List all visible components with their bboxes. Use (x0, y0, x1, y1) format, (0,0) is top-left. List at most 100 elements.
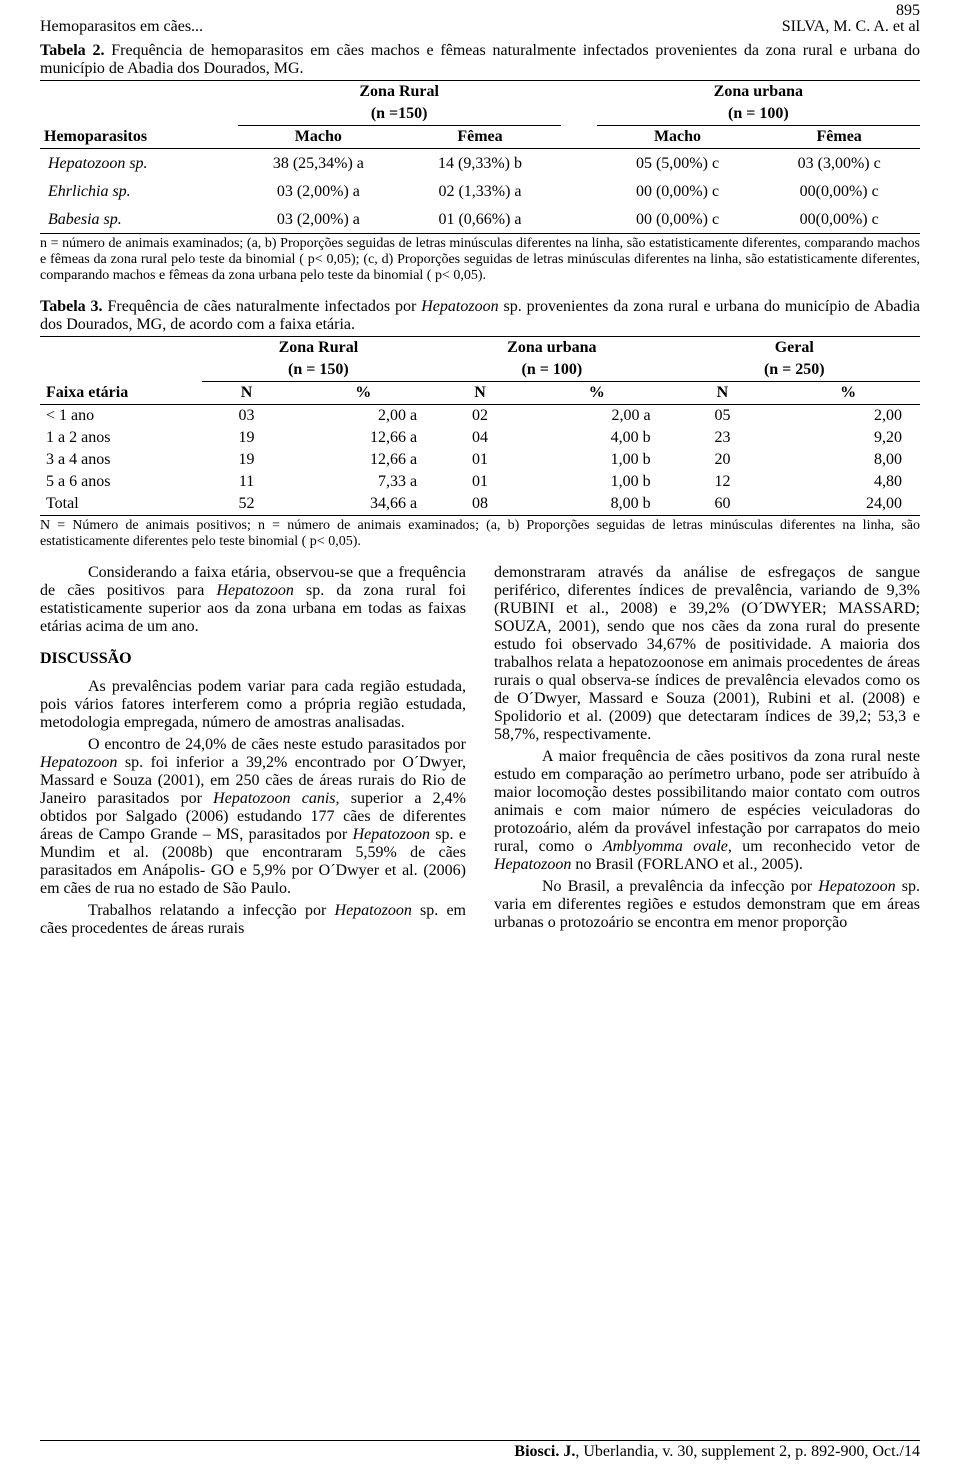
t3-head-rural: Zona Rural (202, 337, 435, 360)
t2-cell: 00 (0,00%) c (597, 203, 759, 234)
section-title: DISCUSSÃO (40, 650, 466, 668)
t3-age: Total (40, 493, 202, 516)
t3-head-urbana-n: (n = 100) (435, 359, 668, 382)
t3-cell: 04 (435, 427, 525, 449)
left-column: Considerando a faixa etária, observou-se… (40, 564, 466, 942)
t3-head-geral: Geral (669, 337, 920, 360)
t2-cell: 05 (5,00%) c (597, 149, 759, 176)
table-row: 5 a 6 anos 11 7,33 a 01 1,00 b 12 4,80 (40, 471, 920, 493)
t3-age: 3 a 4 anos (40, 449, 202, 471)
t2-cell: 02 (1,33%) a (399, 175, 561, 203)
t2-cell: 03 (2,00%) a (238, 203, 400, 234)
t3-cell: 7,33 a (291, 471, 435, 493)
left-p3-it3: Hepatozoon (353, 826, 430, 843)
t2-cell: 00(0,00%) c (758, 175, 920, 203)
left-p3-it1: Hepatozoon (40, 754, 117, 771)
right-p2-b: , um reconhecido vetor de (728, 838, 920, 855)
t3-cell: 01 (435, 449, 525, 471)
right-column: demonstraram através da análise de esfre… (494, 564, 920, 942)
t2-cell: 01 (0,66%) a (399, 203, 561, 234)
right-p2-it1: Amblyomma ovale (603, 838, 728, 855)
t2-cell: 00 (0,00%) c (597, 175, 759, 203)
table3-caption-ital: Hepatozoon (421, 298, 498, 315)
right-p2-it2: Hepatozoon (494, 856, 571, 873)
t3-cell: 1,00 b (525, 471, 669, 493)
table-row: 1 a 2 anos 19 12,66 a 04 4,00 b 23 9,20 (40, 427, 920, 449)
right-p3-a: No Brasil, a prevalência da infecção por (542, 878, 818, 895)
t2-cell: 38 (25,34%) a (238, 149, 400, 176)
t2-cell: 00(0,00%) c (758, 203, 920, 234)
t3-cell: 19 (202, 427, 292, 449)
running-left: Hemoparasitos em cães... (40, 18, 203, 36)
right-p1: demonstraram através da análise de esfre… (494, 564, 920, 744)
table2-caption: Tabela 2. Frequência de hemoparasitos em… (40, 42, 920, 78)
table2-label: Tabela 2. (40, 42, 104, 59)
footer-journal: Biosci. J. (514, 1443, 575, 1460)
page-number: 895 (896, 2, 920, 20)
t3-cell: 4,00 b (525, 427, 669, 449)
left-p1-ital: Hepatozoon (217, 582, 294, 599)
t3-cell: 8,00 b (525, 493, 669, 516)
right-p2: A maior frequência de cães positivos da … (494, 748, 920, 874)
left-p3-a: O encontro de 24,0% de cães neste estudo… (88, 736, 466, 753)
t3-cell: 02 (435, 405, 525, 428)
t2-sub-femea-1: Fêmea (399, 126, 561, 149)
t2-sub-femea-2: Fêmea (758, 126, 920, 149)
t2-head-urbana: Zona urbana (597, 81, 920, 104)
t3-head-urbana: Zona urbana (435, 337, 668, 360)
t3-cell: 11 (202, 471, 292, 493)
t3-cell: 19 (202, 449, 292, 471)
t3-cell: 12,66 a (291, 427, 435, 449)
right-p3-it1: Hepatozoon (818, 878, 895, 895)
t3-cell: 4,80 (776, 471, 920, 493)
t3-cell: 12,66 a (291, 449, 435, 471)
table2-footnote: n = número de animais examinados; (a, b)… (40, 236, 920, 284)
t3-age: 5 a 6 anos (40, 471, 202, 493)
t3-sub-p: % (525, 382, 669, 405)
left-p2: As prevalências podem variar para cada r… (40, 678, 466, 732)
t2-head-rural-n: (n =150) (238, 103, 561, 126)
t2-row-name: Ehrlichia sp. (40, 175, 238, 203)
table3-label: Tabela 3. (40, 298, 103, 315)
t3-sub-n: N (669, 382, 777, 405)
t3-cell: 2,00 a (291, 405, 435, 428)
left-p4-a: Trabalhos relatando a infecção por (88, 902, 335, 919)
running-head: Hemoparasitos em cães... SILVA, M. C. A.… (40, 18, 920, 36)
t3-cell: 9,20 (776, 427, 920, 449)
t3-cell: 08 (435, 493, 525, 516)
t3-cell: 2,00 a (525, 405, 669, 428)
t3-cell: 52 (202, 493, 292, 516)
right-p3: No Brasil, a prevalência da infecção por… (494, 878, 920, 932)
left-p3-it2: Hepatozoon canis, (213, 790, 339, 807)
t3-cell: 05 (669, 405, 777, 428)
t2-sub-macho-2: Macho (597, 126, 759, 149)
table3-footnote: N = Número de animais positivos; n = núm… (40, 518, 920, 550)
t2-row-name: Hepatozoon sp. (40, 149, 238, 176)
t3-cell: 24,00 (776, 493, 920, 516)
t2-head-urbana-n: (n = 100) (597, 103, 920, 126)
table-row: Total 52 34,66 a 08 8,00 b 60 24,00 (40, 493, 920, 516)
t3-cell: 1,00 b (525, 449, 669, 471)
t3-sub-p: % (291, 382, 435, 405)
t3-cell: 20 (669, 449, 777, 471)
table2-caption-text: Frequência de hemoparasitos em cães mach… (40, 42, 920, 77)
left-p1: Considerando a faixa etária, observou-se… (40, 564, 466, 636)
t3-age: < 1 ano (40, 405, 202, 428)
t3-cell: 60 (669, 493, 777, 516)
t3-cell: 34,66 a (291, 493, 435, 516)
t3-cell: 2,00 (776, 405, 920, 428)
page-footer: Biosci. J., Uberlandia, v. 30, supplemen… (40, 1440, 920, 1461)
t2-cell: 03 (2,00%) a (238, 175, 400, 203)
t3-sub-p: % (776, 382, 920, 405)
t3-sub-n: N (435, 382, 525, 405)
left-p3: O encontro de 24,0% de cães neste estudo… (40, 736, 466, 898)
t3-age: 1 a 2 anos (40, 427, 202, 449)
running-right: SILVA, M. C. A. et al (782, 18, 920, 36)
t2-sub-macho-1: Macho (238, 126, 400, 149)
t3-sub-n: N (202, 382, 292, 405)
t2-head-rural: Zona Rural (238, 81, 561, 104)
t3-cell: 01 (435, 471, 525, 493)
table3-caption-a: Frequência de cães naturalmente infectad… (107, 298, 421, 315)
t3-head-rural-n: (n = 150) (202, 359, 435, 382)
t3-head-col1: Faixa etária (40, 337, 202, 405)
